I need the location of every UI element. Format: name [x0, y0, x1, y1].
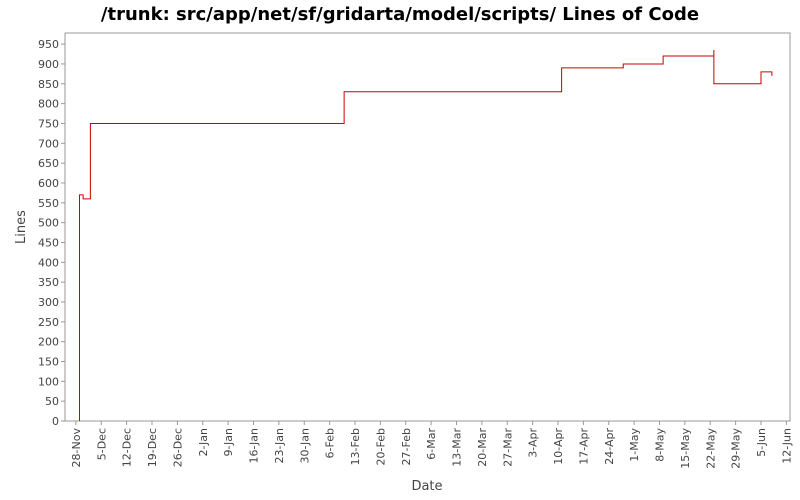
- x-axis-label: Date: [411, 479, 442, 494]
- x-tick-label: 16-Jan: [248, 428, 261, 464]
- x-tick-label: 6-Feb: [324, 428, 337, 458]
- x-tick-label: 20-Feb: [374, 428, 387, 465]
- x-tick-label: 13-Feb: [349, 428, 362, 465]
- y-tick-label: 0: [52, 415, 59, 428]
- x-tick-label: 19-Dec: [146, 428, 159, 467]
- x-tick-label: 1-May: [628, 428, 641, 462]
- y-tick-label: 200: [38, 336, 59, 349]
- data-line: [79, 50, 773, 421]
- x-tick-label: 30-Jan: [298, 428, 311, 464]
- y-tick-label: 400: [38, 256, 59, 269]
- y-tick-label: 250: [38, 316, 59, 329]
- y-tick-label: 300: [38, 296, 59, 309]
- x-tick-label: 9-Jan: [222, 428, 235, 457]
- y-tick-label: 600: [38, 177, 59, 190]
- x-tick-label: 23-Jan: [273, 428, 286, 464]
- y-tick-label: 550: [38, 197, 59, 210]
- x-tick-label: 5-Jun: [755, 428, 768, 457]
- x-tick-label: 29-May: [730, 428, 743, 469]
- x-tick-label: 15-May: [679, 428, 692, 469]
- x-tick-label: 13-Mar: [451, 428, 464, 467]
- x-tick-label: 26-Dec: [171, 428, 184, 467]
- y-tick-label: 100: [38, 375, 59, 388]
- y-tick-label: 650: [38, 157, 59, 170]
- x-tick-label: 20-Mar: [476, 428, 489, 467]
- x-tick-label: 8-May: [654, 428, 667, 462]
- y-tick-label: 50: [45, 395, 59, 408]
- chart-title: /trunk: src/app/net/sf/gridarta/model/sc…: [101, 4, 699, 25]
- x-tick-label: 24-Apr: [603, 428, 616, 465]
- x-tick-label: 12-Dec: [121, 428, 134, 467]
- x-tick-label: 27-Feb: [400, 428, 413, 465]
- x-tick-label: 22-May: [704, 428, 717, 469]
- x-tick-label: 17-Apr: [577, 428, 590, 465]
- y-tick-label: 800: [38, 98, 59, 111]
- y-axis-label: Lines: [14, 210, 29, 244]
- plot-area: [64, 32, 791, 422]
- y-tick-label: 500: [38, 217, 59, 230]
- x-tick-label: 28-Nov: [70, 428, 83, 468]
- x-tick-label: 10-Apr: [552, 428, 565, 465]
- x-tick-label: 5-Dec: [95, 428, 108, 460]
- y-tick-label: 950: [38, 38, 59, 51]
- y-tick-label: 850: [38, 78, 59, 91]
- y-tick-label: 450: [38, 236, 59, 249]
- x-tick-label: 3-Apr: [527, 428, 540, 458]
- y-tick-label: 150: [38, 355, 59, 368]
- y-tick-label: 350: [38, 276, 59, 289]
- x-tick-label: 12-Jun: [780, 428, 793, 464]
- x-tick-label: 27-Mar: [501, 428, 514, 467]
- x-tick-label: 2-Jan: [197, 428, 210, 457]
- y-tick-label: 750: [38, 117, 59, 130]
- y-tick-label: 700: [38, 137, 59, 150]
- x-tick-label: 6-Mar: [425, 428, 438, 460]
- y-tick-label: 900: [38, 58, 59, 71]
